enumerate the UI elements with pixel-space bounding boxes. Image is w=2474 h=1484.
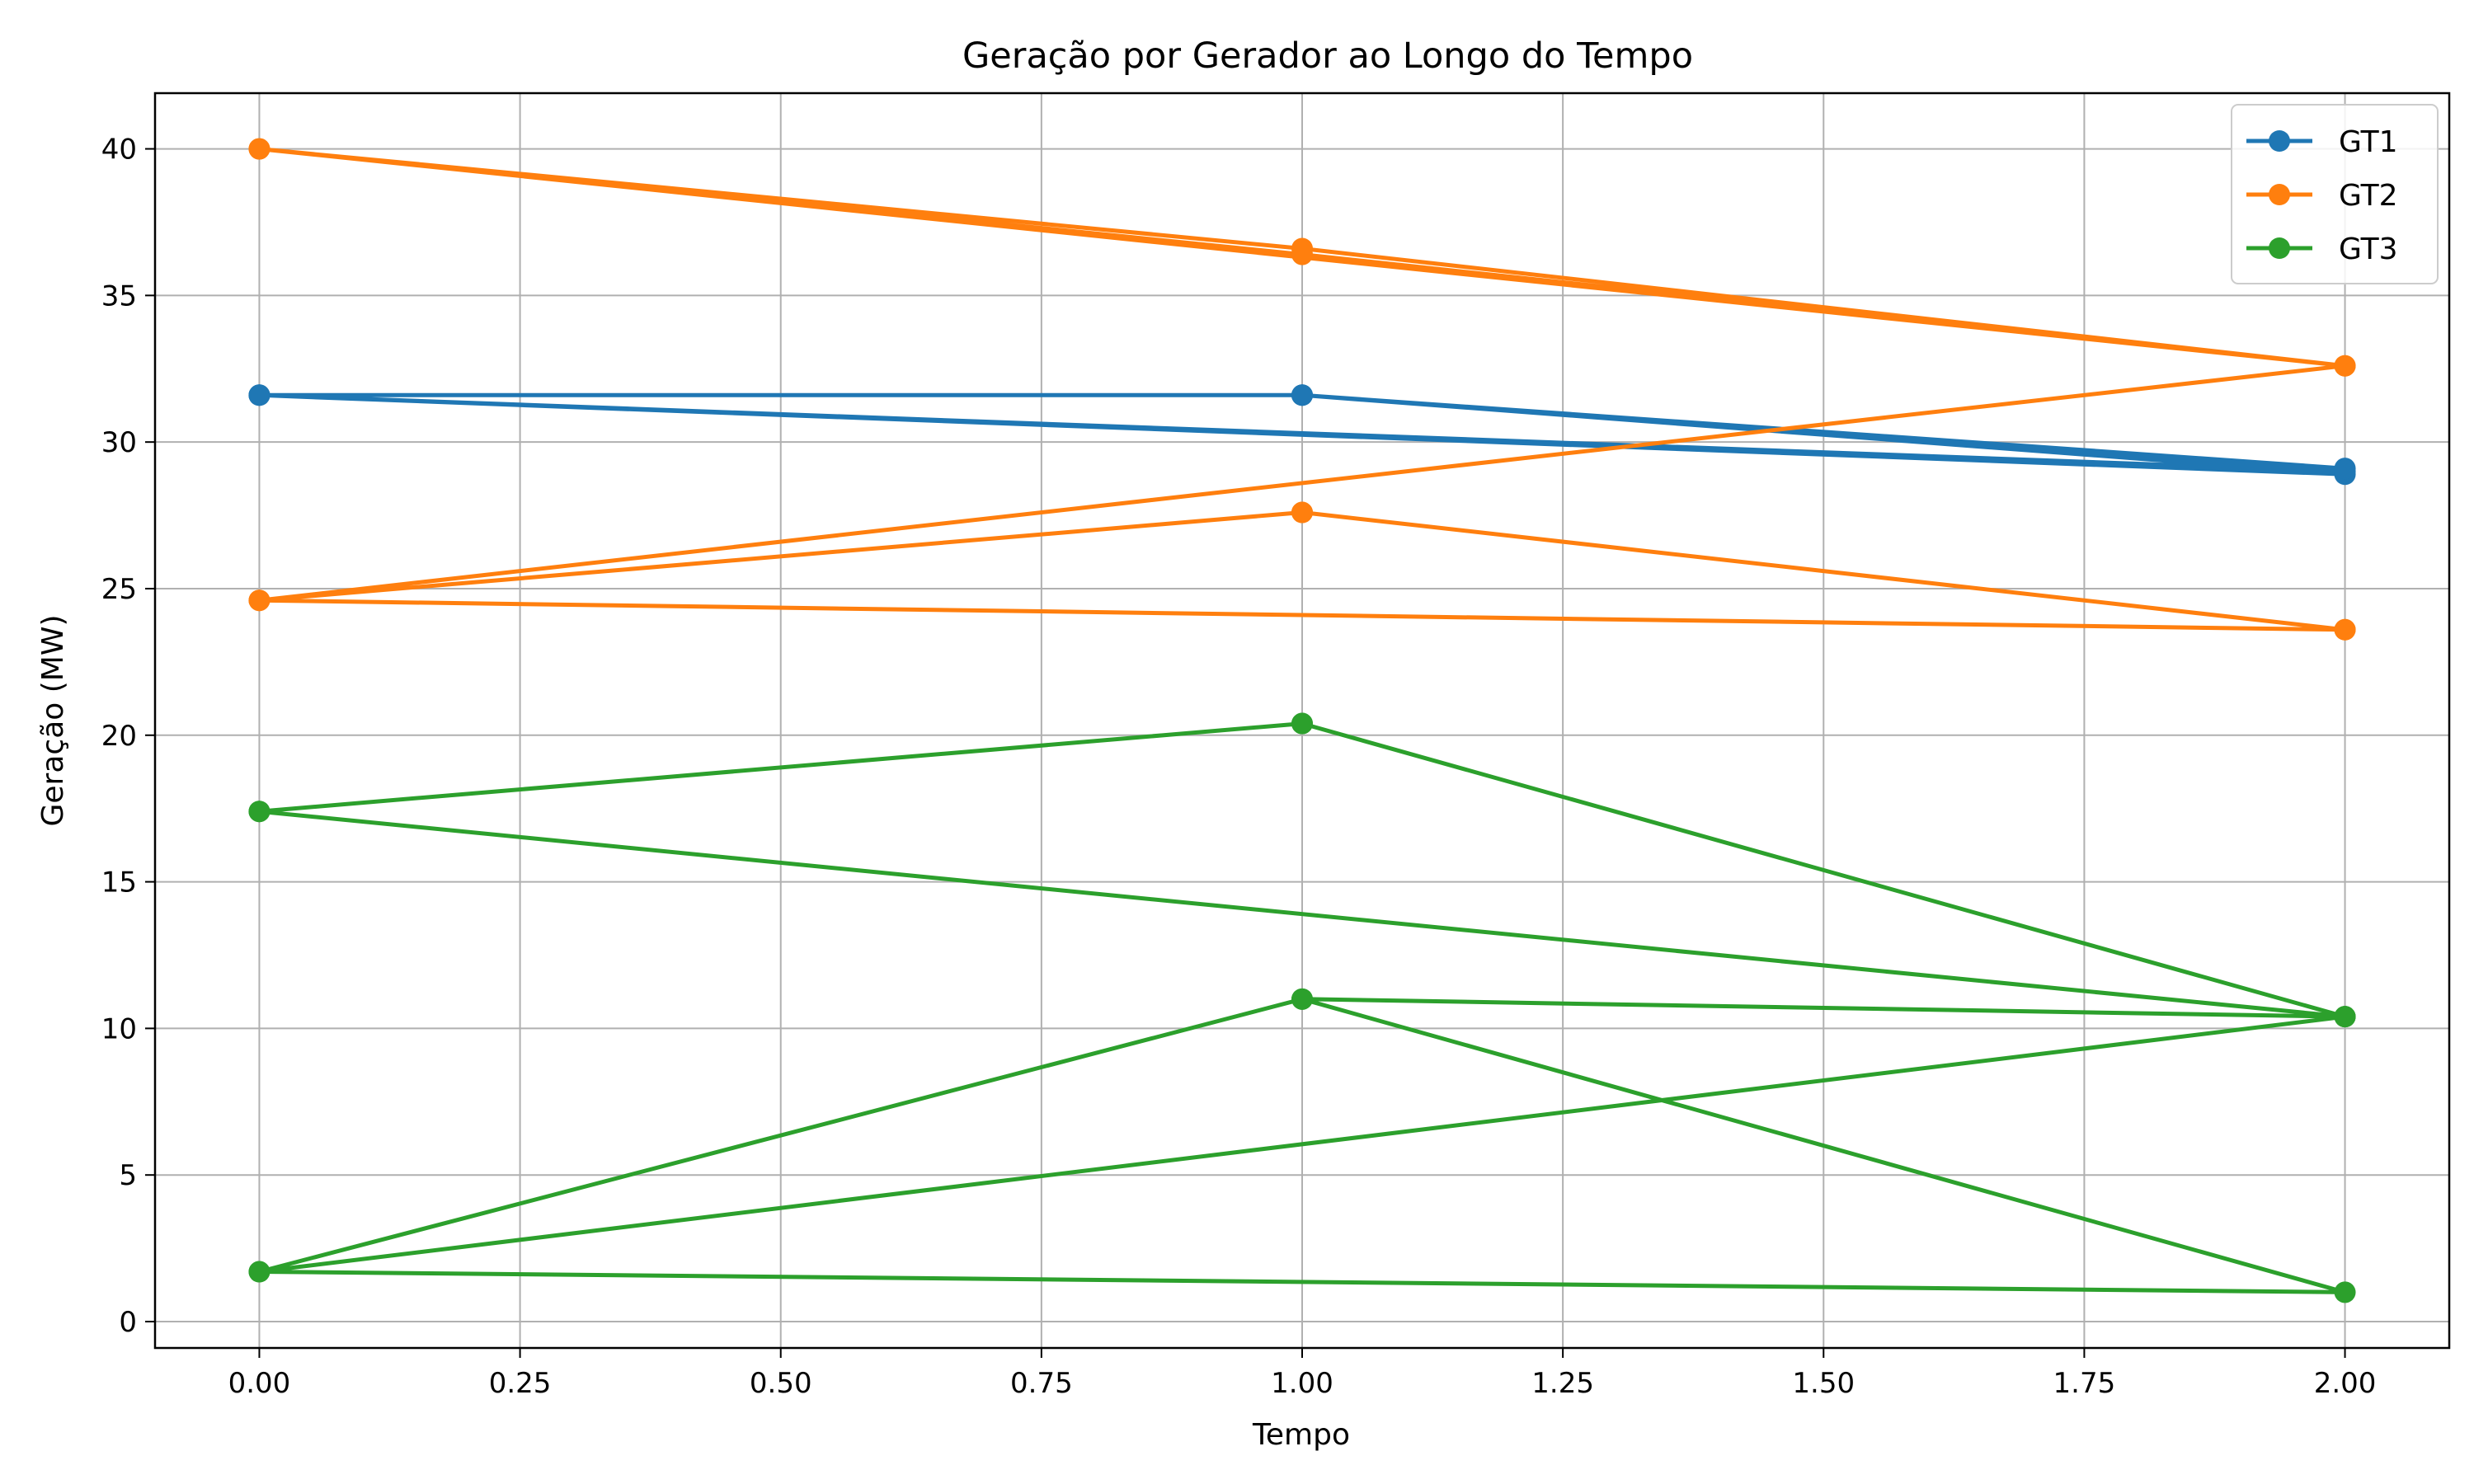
data-point	[248, 384, 270, 406]
legend: GT1 GT2 GT3	[2231, 104, 2439, 284]
x-axis-label: Tempo	[1252, 1418, 1350, 1452]
legend-label: GT3	[2339, 232, 2398, 266]
series-gt2	[248, 138, 2356, 641]
series-gt1	[248, 384, 2356, 486]
x-tick-label: 0.00	[228, 1367, 291, 1400]
chart-title: Geração por Gerador ao Longo do Tempo	[962, 35, 1693, 77]
legend-marker	[2269, 184, 2290, 205]
y-tick-label: 25	[101, 573, 137, 606]
x-tick-label: 1.75	[2053, 1367, 2116, 1400]
data-point	[2334, 355, 2356, 377]
data-point	[2334, 1006, 2356, 1028]
x-axis: 0.00 0.25 0.50 0.75 1.00 1.25 1.50 1.75 2.00	[228, 1348, 2377, 1400]
x-tick-label: 0.75	[1010, 1367, 1073, 1400]
y-axis-label: Geração (MW)	[36, 615, 70, 827]
y-tick-label: 20	[101, 720, 137, 753]
data-point	[248, 801, 270, 823]
data-point	[248, 1261, 270, 1283]
x-tick-label: 1.00	[1271, 1367, 1333, 1400]
y-tick-label: 40	[101, 134, 137, 167]
y-tick-label: 15	[101, 866, 137, 899]
grid	[155, 93, 2449, 1348]
legend-item: GT2	[2246, 179, 2398, 213]
y-tick-label: 0	[119, 1306, 137, 1339]
x-tick-label: 1.25	[1531, 1367, 1594, 1400]
data-point	[1291, 712, 1313, 735]
legend-item: GT1	[2246, 125, 2398, 159]
series-gt3	[248, 712, 2356, 1303]
data-point	[2334, 458, 2356, 480]
x-tick-label: 0.25	[489, 1367, 552, 1400]
y-tick-label: 30	[101, 426, 137, 459]
data-point	[1291, 243, 1313, 265]
y-tick-label: 5	[119, 1159, 137, 1192]
x-tick-label: 2.00	[2314, 1367, 2377, 1400]
data-point	[2334, 618, 2356, 641]
y-axis: 0 5 10 15 20 25 30 35 40	[101, 134, 155, 1339]
legend-marker	[2269, 130, 2290, 152]
data-point	[1291, 501, 1313, 524]
data-point	[248, 138, 270, 160]
y-tick-label: 10	[101, 1012, 137, 1045]
legend-marker	[2269, 237, 2290, 259]
data-point	[1291, 384, 1313, 406]
data-point	[248, 589, 270, 612]
series-line	[257, 721, 2347, 1294]
legend-label: GT1	[2339, 125, 2398, 159]
series-layer	[248, 138, 2356, 1303]
x-tick-label: 0.50	[750, 1367, 812, 1400]
legend-label: GT2	[2339, 179, 2398, 213]
legend-item: GT3	[2246, 232, 2398, 266]
x-tick-label: 1.50	[1792, 1367, 1855, 1400]
data-point	[1291, 988, 1313, 1010]
series-line	[257, 147, 2347, 632]
y-tick-label: 35	[101, 279, 137, 312]
data-point	[2334, 1281, 2356, 1303]
